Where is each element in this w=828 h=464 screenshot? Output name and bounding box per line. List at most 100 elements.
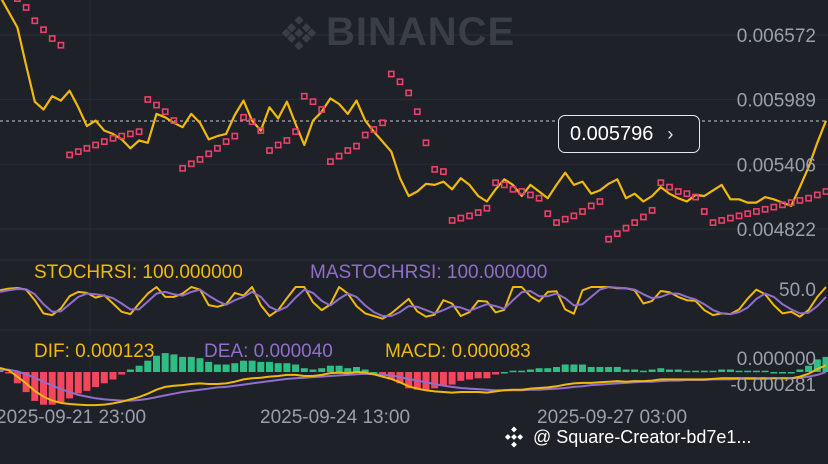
macd-histogram-bar bbox=[631, 369, 639, 372]
sar-dot bbox=[387, 70, 395, 78]
sar-dot bbox=[439, 168, 447, 175]
sar-dot bbox=[474, 209, 482, 216]
macd-histogram-bar bbox=[344, 368, 352, 372]
sar-dot bbox=[300, 92, 308, 100]
stochrsi-panel bbox=[0, 286, 827, 320]
macd-histogram-bar bbox=[92, 372, 100, 388]
sar-dot bbox=[648, 207, 656, 214]
macd-histogram-bar bbox=[118, 372, 126, 375]
macd-histogram-bar bbox=[153, 355, 160, 372]
macd-histogram-bar bbox=[31, 372, 39, 401]
sar-dot bbox=[709, 219, 717, 226]
macd-histogram-bar bbox=[213, 364, 221, 372]
macd-histogram-bar bbox=[596, 367, 604, 372]
sar-dot bbox=[657, 179, 665, 187]
sar-dot bbox=[726, 214, 734, 222]
macd-histogram-bar bbox=[735, 370, 743, 373]
sar-dot bbox=[335, 152, 343, 160]
macd-histogram-bar bbox=[561, 364, 569, 372]
macd-label: MACD: 0.000083 bbox=[385, 341, 531, 362]
macd-histogram-bar bbox=[666, 369, 673, 372]
macd-histogram-bar bbox=[657, 368, 665, 372]
macd-histogram-bar bbox=[466, 372, 473, 380]
macd-histogram-bar bbox=[222, 364, 230, 372]
sar-dot bbox=[457, 214, 465, 222]
sar-dot bbox=[448, 217, 456, 224]
sar-dot bbox=[500, 181, 508, 189]
sar-dot bbox=[318, 106, 326, 113]
dif-label: DIF: 0.000123 bbox=[34, 341, 154, 362]
macd-histogram-bar bbox=[274, 363, 282, 372]
macd-histogram-bar bbox=[57, 372, 65, 403]
sar-dot bbox=[370, 126, 378, 133]
dea-label: DEA: 0.000040 bbox=[204, 341, 333, 362]
macd-histogram-bar bbox=[648, 369, 656, 372]
sar-dot bbox=[231, 132, 239, 140]
mastochrsi-label: MASTOCHRSI: 100.000000 bbox=[310, 262, 547, 283]
creator-credit: @ Square-Creator-bd7e1... bbox=[503, 426, 751, 448]
indicator-legends: STOCHRSI: 100.000000 MASTOCHRSI: 100.000… bbox=[34, 262, 547, 362]
macd-histogram-bar bbox=[266, 361, 273, 372]
macd-histogram-bar bbox=[361, 369, 369, 372]
sar-dot bbox=[639, 213, 647, 221]
macd-histogram-bar bbox=[309, 369, 317, 372]
sar-dot bbox=[144, 96, 152, 103]
sar-dot bbox=[544, 210, 552, 218]
sar-dot bbox=[413, 108, 421, 116]
sar-dot bbox=[196, 156, 204, 163]
sar-dot bbox=[405, 89, 413, 97]
macd-histogram-bar bbox=[622, 369, 630, 372]
sar-dot bbox=[344, 147, 352, 154]
macd-tick-label: 0.000000 bbox=[737, 349, 816, 370]
sar-dot bbox=[205, 150, 213, 158]
sar-dot bbox=[466, 212, 473, 220]
sar-dot bbox=[170, 117, 178, 124]
macd-histogram-bar bbox=[74, 372, 82, 394]
stoch-tick-label: 50.0 bbox=[779, 280, 816, 301]
sar-dot bbox=[83, 144, 91, 152]
macd-histogram-bar bbox=[22, 372, 30, 393]
macd-histogram-bar bbox=[48, 372, 56, 405]
macd-histogram-bar bbox=[579, 364, 586, 372]
sar-dot bbox=[752, 208, 760, 215]
sar-dot bbox=[127, 130, 134, 138]
sar-dot bbox=[805, 194, 812, 202]
stochrsi-line bbox=[0, 286, 827, 320]
sar-dot bbox=[570, 212, 578, 220]
macd-histogram-bar bbox=[718, 369, 726, 372]
macd-histogram-bar bbox=[161, 353, 169, 372]
time-tick-label: 2025-09-21 23:00 bbox=[0, 407, 146, 428]
macd-panel bbox=[0, 353, 828, 407]
current-price-badge[interactable]: 0.005796 › bbox=[558, 115, 700, 153]
macd-histogram-bar bbox=[179, 356, 187, 372]
sar-dot bbox=[74, 148, 82, 155]
sar-dot bbox=[822, 188, 828, 195]
sar-dot bbox=[292, 128, 299, 136]
macd-histogram-bar bbox=[83, 372, 91, 391]
sar-dot bbox=[66, 151, 73, 159]
macd-histogram-bar bbox=[796, 369, 804, 372]
sar-dot bbox=[666, 183, 673, 191]
macd-histogram-bar bbox=[248, 360, 256, 372]
sar-dot bbox=[40, 26, 47, 34]
macd-histogram-bar bbox=[544, 368, 552, 372]
macd-histogram-bar bbox=[587, 367, 595, 372]
sar-dot bbox=[779, 201, 786, 209]
sar-dot bbox=[509, 185, 517, 193]
sar-dot bbox=[796, 197, 804, 204]
sar-dot bbox=[222, 138, 230, 145]
macd-histogram-bar bbox=[431, 372, 439, 389]
sar-dot bbox=[309, 98, 317, 106]
macd-histogram-bar bbox=[318, 368, 326, 372]
sar-dot bbox=[492, 179, 499, 187]
macd-histogram-bar bbox=[474, 372, 482, 379]
macd-histogram-bar bbox=[770, 372, 778, 374]
sar-dot bbox=[674, 188, 682, 195]
macd-histogram-bar bbox=[196, 358, 204, 372]
macd-histogram-bar bbox=[761, 370, 769, 373]
binance-logo-icon bbox=[282, 15, 316, 50]
price-tick-label: 0.006572 bbox=[737, 26, 816, 47]
sar-dot bbox=[526, 191, 534, 199]
sar-dot bbox=[135, 128, 143, 136]
